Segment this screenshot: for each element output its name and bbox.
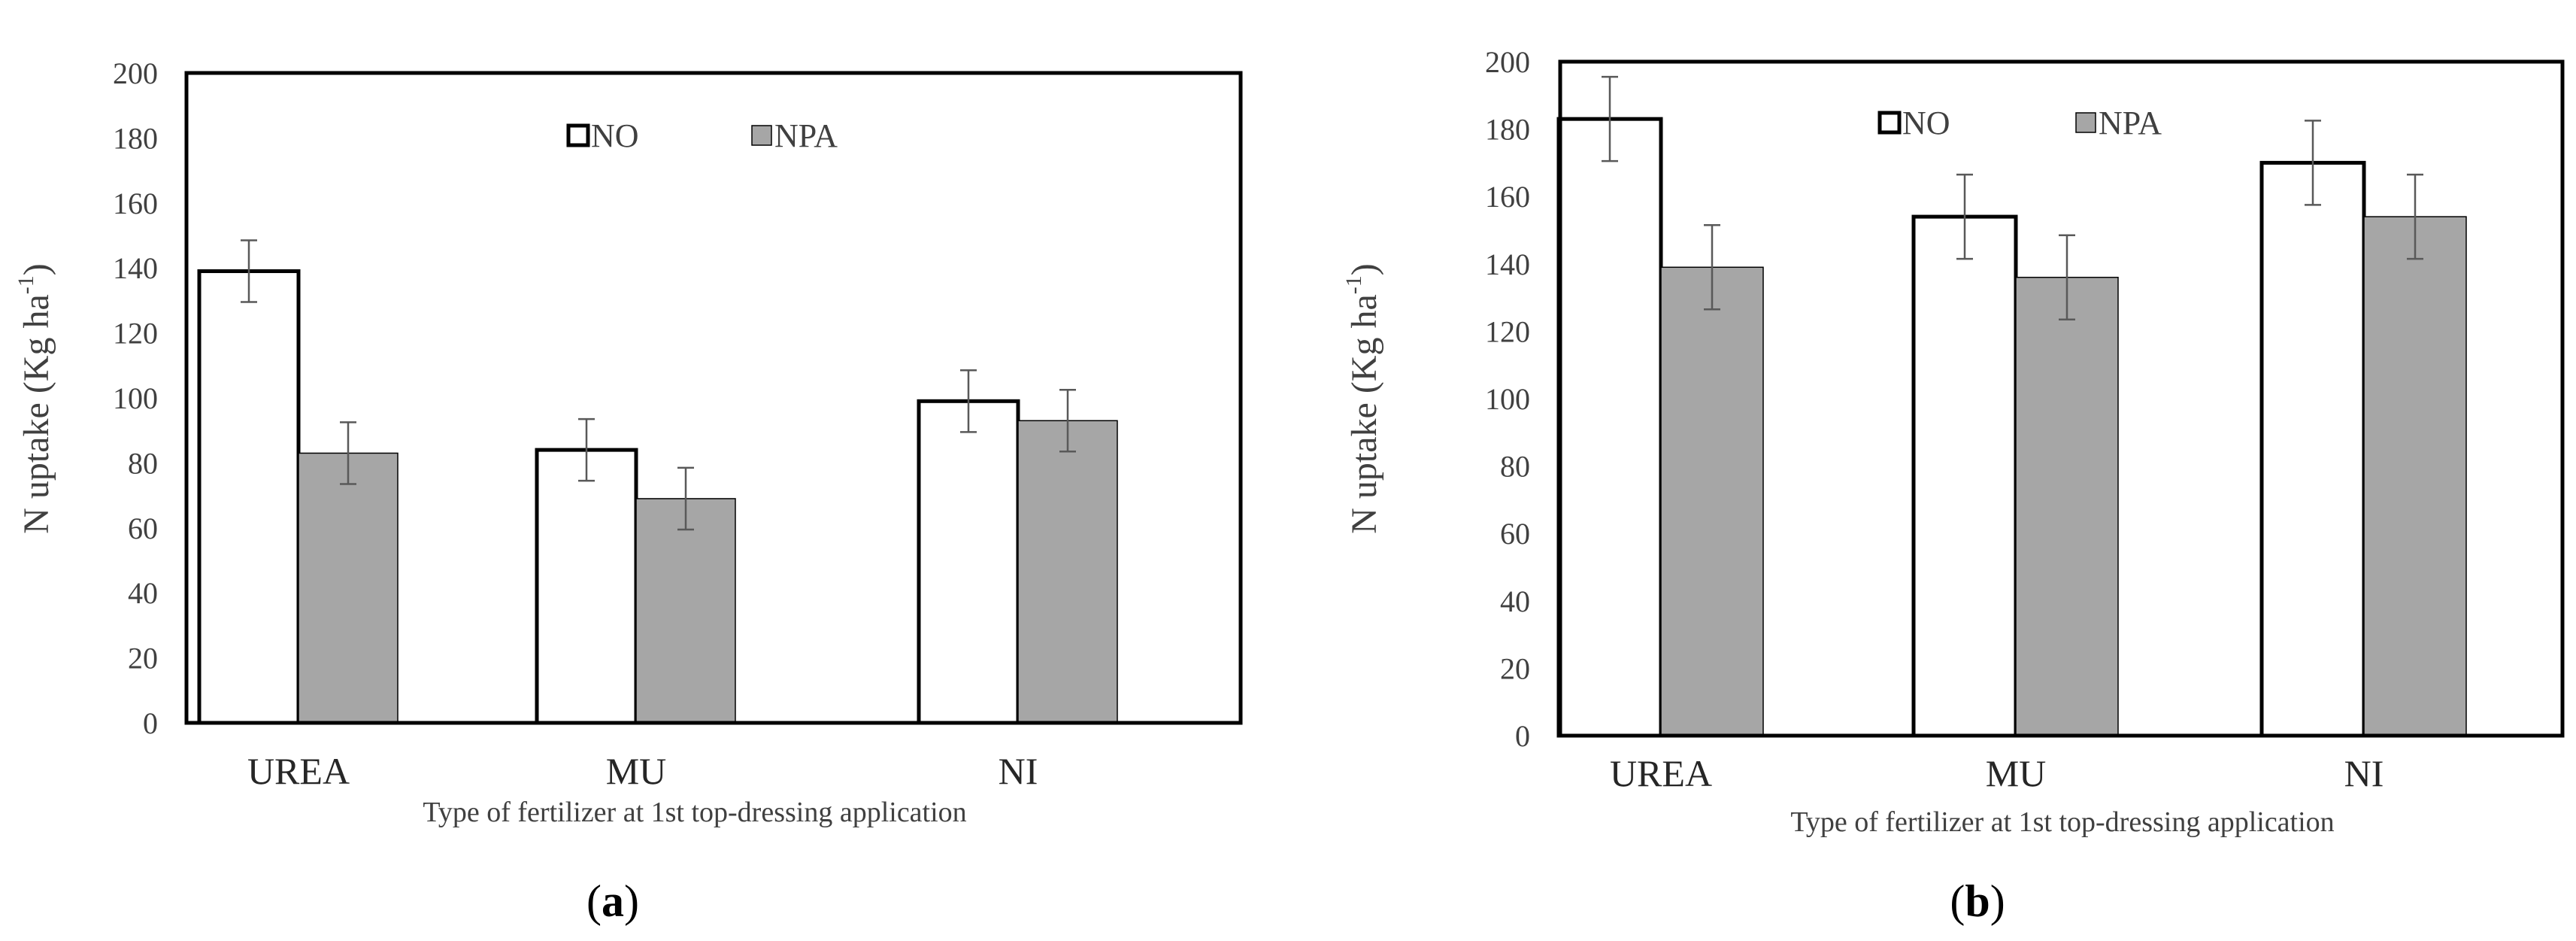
panel-label-letter: b	[1965, 876, 1990, 926]
y-tick-label: 80	[1500, 450, 1530, 484]
y-axis-label: N uptake (Kg ha-1)	[14, 263, 56, 534]
y-tick-label: 100	[113, 381, 158, 415]
y-tick-label: 60	[128, 511, 158, 545]
panel-label-close: )	[624, 876, 639, 926]
legend-swatch-no	[1877, 111, 1902, 135]
legend: NO NPA	[566, 117, 838, 154]
y-axis-label-end: )	[1344, 263, 1384, 275]
bar-no-ni	[2259, 160, 2366, 738]
y-tick-label: 140	[113, 251, 158, 285]
chart-panel-b: UREA MU NI 0 20 40 60 80 100 120 140 160 180 200 N upt…	[1341, 45, 2565, 926]
y-axis-label-superscript: -1	[1341, 275, 1366, 294]
bar-npa-urea	[298, 452, 399, 724]
bar-npa-ni	[1017, 420, 1118, 724]
y-tick-label: 60	[1500, 517, 1530, 551]
error-bar-no-mu	[578, 417, 595, 482]
panel-label-letter: a	[602, 876, 624, 926]
panel-label: (a)	[586, 876, 639, 926]
error-bar-no-urea	[241, 239, 257, 303]
error-bar-npa-urea	[340, 421, 356, 485]
y-tick-label: 120	[1485, 314, 1530, 348]
y-axis-label-superscript: -1	[14, 275, 38, 294]
y-tick-label: 0	[1515, 719, 1530, 753]
legend-label-no: NO	[591, 117, 639, 154]
x-tick-label-urea: UREA	[247, 750, 350, 792]
bar-no-mu	[1911, 214, 2018, 738]
x-tick-label-ni: NI	[999, 750, 1038, 792]
error-bar-no-mu	[1956, 173, 1973, 260]
y-tick-label: 100	[1485, 382, 1530, 416]
error-bar-npa-urea	[1704, 224, 1720, 311]
legend-swatch-no	[566, 123, 590, 147]
y-tick-label: 140	[1485, 247, 1530, 281]
x-tick-label-mu: MU	[606, 750, 667, 792]
x-axis-label: Type of fertilizer at 1st top-dressing a…	[1790, 806, 2334, 838]
x-axis-label: Type of fertilizer at 1st top-dressing a…	[423, 797, 966, 828]
error-bar-npa-ni	[1059, 388, 1076, 453]
y-tick-label: 200	[1485, 45, 1530, 79]
legend-swatch-npa	[2075, 112, 2096, 133]
bar-npa-mu	[635, 498, 736, 724]
legend-label-no: NO	[1902, 105, 1950, 141]
legend-swatch-npa	[751, 125, 772, 146]
y-tick-label: 200	[113, 56, 158, 90]
y-tick-label: 120	[113, 317, 158, 351]
error-bar-no-urea	[1602, 75, 1618, 162]
bar-npa-urea	[1660, 266, 1764, 736]
y-tick-label: 180	[113, 121, 158, 155]
bar-no-urea	[1556, 117, 1663, 738]
error-bar-npa-mu	[677, 466, 694, 531]
panel-label-open: (	[1950, 876, 1965, 926]
x-tick-label-mu: MU	[1986, 752, 2047, 794]
error-bar-npa-mu	[2059, 234, 2075, 320]
y-axis-label-end: )	[17, 263, 56, 275]
plot-area-frame	[1558, 59, 2565, 738]
x-tick-label-ni: NI	[2344, 752, 2384, 794]
bar-no-mu	[535, 448, 638, 725]
y-axis-label-main: N uptake (Kg ha	[17, 294, 56, 534]
error-bar-no-ni	[960, 369, 977, 433]
y-axis-label-main: N uptake (Kg ha	[1344, 294, 1384, 534]
error-bar-npa-ni	[2407, 173, 2423, 260]
y-axis-label: N uptake (Kg ha-1)	[1341, 263, 1384, 534]
y-tick-label: 40	[1500, 584, 1530, 618]
y-tick-label: 180	[1485, 113, 1530, 147]
bar-no-ni	[917, 399, 1020, 725]
x-tick-label-urea: UREA	[1610, 752, 1712, 794]
y-tick-label: 160	[113, 187, 158, 220]
panel-label: (b)	[1950, 876, 2005, 926]
chart-panel-a: UREA MU NI 0 20 40 60 80 100 120 140 160 180 200 N upt…	[14, 56, 1243, 926]
bar-npa-mu	[2015, 276, 2119, 736]
bar-no-urea	[197, 269, 301, 725]
y-tick-label: 80	[128, 446, 158, 480]
error-bar-no-ni	[2305, 120, 2321, 206]
panel-label-close: )	[1990, 876, 2005, 926]
y-tick-label: 40	[128, 576, 158, 610]
bar-npa-ni	[2363, 216, 2467, 736]
y-tick-label: 20	[1500, 651, 1530, 685]
y-tick-label: 20	[128, 642, 158, 675]
plot-area-frame	[184, 71, 1243, 725]
legend: NO NPA	[1877, 105, 2162, 141]
y-tick-label: 0	[143, 706, 158, 740]
y-tick-label: 160	[1485, 180, 1530, 214]
legend-label-npa: NPA	[774, 117, 838, 154]
panel-label-open: (	[586, 876, 602, 926]
legend-label-npa: NPA	[2099, 105, 2162, 141]
